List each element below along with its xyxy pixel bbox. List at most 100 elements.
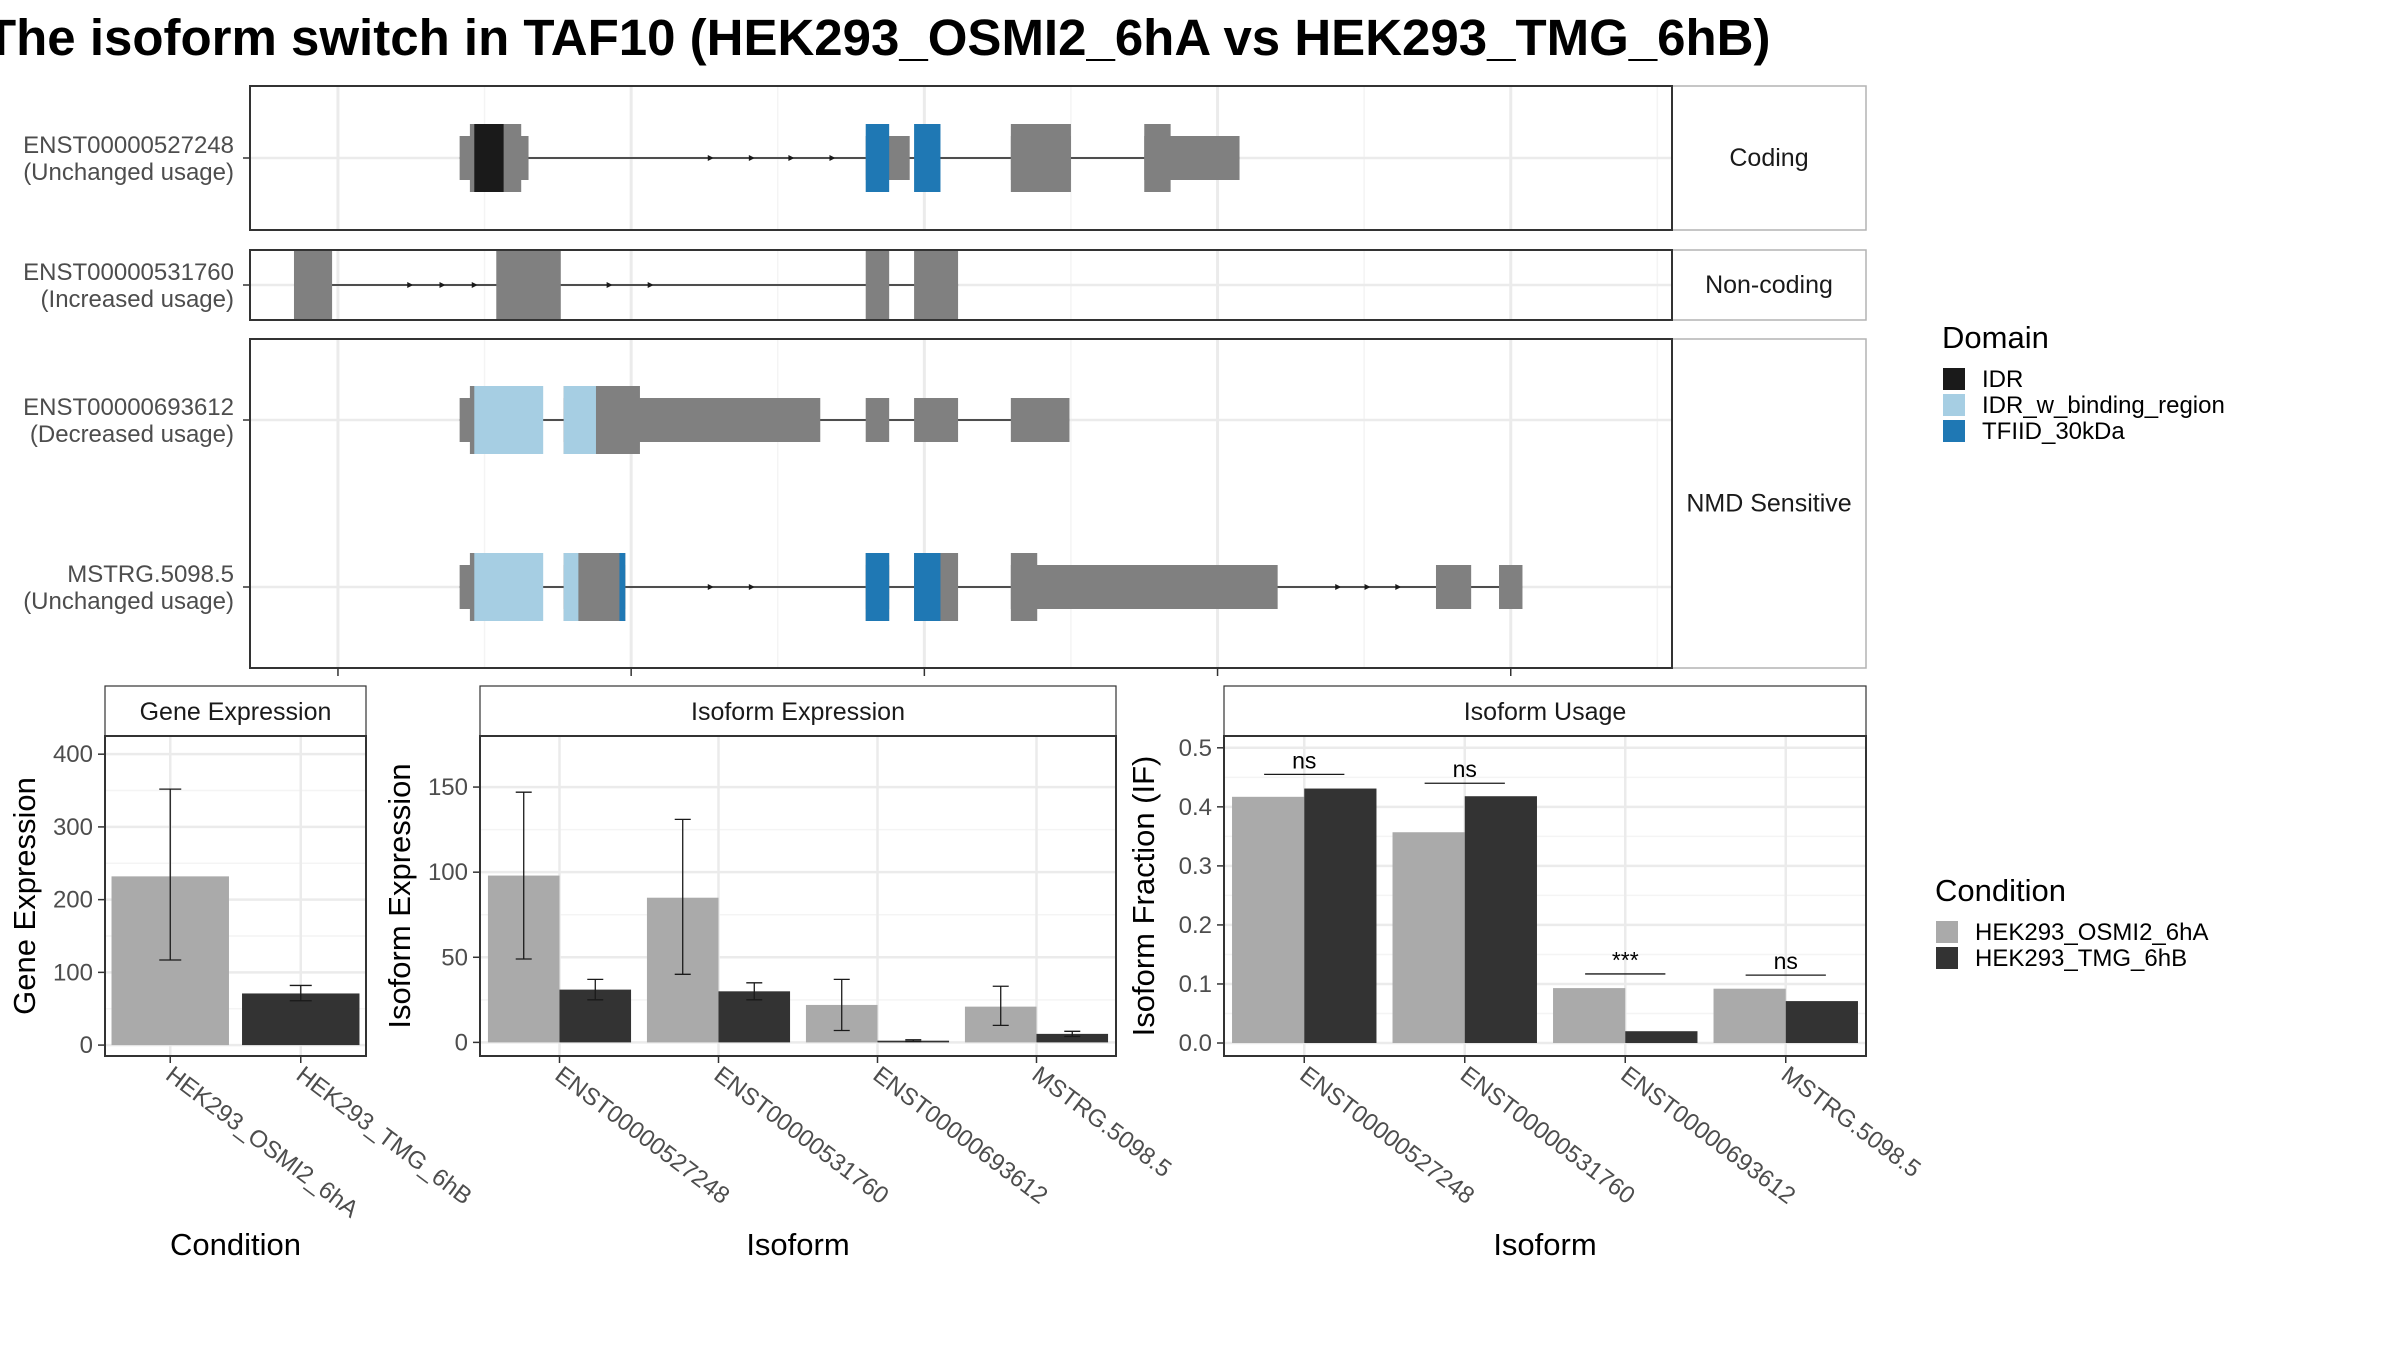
x-tick-label: ENST00000531760: [1455, 1061, 1640, 1209]
intron-arrow: [606, 282, 613, 288]
panel-border: [479, 735, 1117, 1057]
exon-block: [293, 251, 333, 319]
isoform-status-label: (Unchanged usage): [23, 159, 234, 186]
expression-panels: Gene Expression0100200300400HEK293_OSMI2…: [7, 685, 1926, 1262]
legend-title: Condition: [1935, 873, 2066, 908]
panel-strip-label: Gene Expression: [140, 698, 332, 726]
legend-swatch: [1943, 394, 1965, 416]
y-tick-label: 100: [53, 959, 93, 986]
isoform-track-MSTRG.5098.5: MSTRG.5098.5(Unchanged usage): [23, 553, 1523, 621]
structure-group-1: Non-coding ENST00000531760(Increased usag…: [23, 249, 1867, 321]
domain-idr-w-binding-region: [563, 553, 579, 621]
isoform-track-ENST00000693612: ENST00000693612(Decreased usage): [23, 386, 1070, 454]
domain-tfiid-30kda: [865, 124, 890, 192]
panel-strip: [1223, 685, 1867, 737]
structure-group-2: NMD Sensitive ENST00000693612(Decreased u…: [23, 338, 1867, 669]
isoform-status-label: (Increased usage): [41, 286, 234, 313]
facet-label: NMD Sensitive: [1686, 490, 1851, 518]
domain-idr: [474, 124, 504, 192]
intron-arrow: [1335, 584, 1342, 590]
x-tick-label: ENST00000527248: [550, 1061, 735, 1209]
isoform-track-ENST00000531760: ENST00000531760(Increased usage): [23, 251, 959, 319]
intron-arrow: [748, 155, 755, 161]
bar: [1625, 1031, 1698, 1044]
domain-idr-w-binding-region: [474, 553, 544, 621]
exon-block: [1435, 565, 1472, 609]
domain-tfiid-30kda: [914, 553, 941, 621]
isoform-track-ENST00000527248: ENST00000527248(Unchanged usage): [23, 124, 1240, 192]
isoform-id-label: MSTRG.5098.5: [67, 561, 234, 588]
y-tick-label: 0.3: [1179, 853, 1212, 880]
isoform-id-label: ENST00000527248: [23, 132, 234, 159]
isoform-id-label: ENST00000693612: [23, 394, 234, 421]
facet-strip: [1671, 338, 1867, 669]
intron-arrow: [439, 282, 446, 288]
bar: [1036, 1033, 1109, 1043]
domain-tfiid-30kda: [619, 553, 626, 621]
legend-label: HEK293_OSMI2_6hA: [1975, 919, 2208, 946]
bar: [1713, 988, 1786, 1044]
exon-block: [865, 251, 890, 319]
bar: [1464, 796, 1537, 1044]
intron-arrow: [1395, 584, 1402, 590]
significance-label: ns: [1774, 948, 1798, 974]
exon-block: [914, 251, 959, 319]
significance-label: ns: [1453, 756, 1477, 782]
exon-block: [1010, 565, 1278, 609]
bar: [1392, 832, 1465, 1044]
intron-arrow: [748, 584, 755, 590]
x-axis-title: Isoform: [746, 1227, 849, 1262]
y-tick-label: 0.4: [1179, 794, 1212, 821]
y-tick-label: 0.1: [1179, 971, 1212, 998]
legend-swatch: [1943, 368, 1965, 390]
panel-strip-label: Isoform Usage: [1464, 698, 1627, 726]
legend-swatch: [1936, 947, 1958, 969]
legend-title: Domain: [1942, 320, 2049, 355]
bar-panel-1: Isoform Expression 0 50 100 150 ENST000005272…: [382, 685, 1176, 1262]
x-axis-title: Isoform: [1493, 1227, 1596, 1262]
legend-label: IDR_w_binding_region: [1982, 392, 2225, 419]
figure-title: The isoform switch in TAF10 (HEK293_OSMI…: [0, 9, 1770, 66]
x-tick-label: ENST00000693612: [1616, 1061, 1801, 1209]
isoform-status-label: (Decreased usage): [30, 421, 234, 448]
legend-swatch: [1943, 420, 1965, 442]
panel-border: [249, 338, 1673, 669]
structure-group-0: Coding ENST00000527248(Unchanged usage): [23, 85, 1867, 231]
domain-tfiid-30kda: [914, 124, 941, 192]
bar: [1785, 1001, 1858, 1044]
panel-border: [1223, 735, 1867, 1057]
x-tick-label: ENST00000527248: [1295, 1061, 1480, 1209]
x-tick-label: ENST00000531760: [709, 1061, 894, 1209]
y-axis-title: Isoform Expression: [382, 763, 417, 1028]
y-tick-label: 400: [53, 741, 93, 768]
y-tick-label: 50: [441, 944, 468, 971]
y-tick-label: 0: [80, 1032, 93, 1059]
y-tick-label: 300: [53, 814, 93, 841]
facet-strip: [1671, 85, 1867, 231]
cds-block: [1010, 553, 1038, 621]
y-tick-label: 0: [455, 1029, 468, 1056]
intron-arrow: [471, 282, 478, 288]
cds-block: [1144, 124, 1171, 192]
significance-label: ***: [1612, 947, 1639, 973]
legend-label: HEK293_TMG_6hB: [1975, 945, 2187, 972]
legend-label: IDR: [1982, 366, 2023, 393]
legend-swatch: [1936, 921, 1958, 943]
x-tick-label: ENST00000693612: [868, 1061, 1053, 1209]
bar: [1553, 988, 1626, 1044]
intron-arrow: [647, 282, 654, 288]
facet-strip: [1671, 249, 1867, 321]
bar: [1304, 788, 1377, 1044]
bar-panel-2: Isoform Usage 0.0 0.1 0.2 0.3 0.4 0.5 ns ns *** ns…: [1126, 685, 1926, 1262]
x-axis-title: Condition: [170, 1227, 301, 1262]
legend-label: TFIID_30kDa: [1982, 418, 2125, 445]
bar: [242, 993, 360, 1046]
panel-border: [104, 735, 367, 1057]
intron-arrow: [788, 155, 795, 161]
significance-label: ns: [1292, 747, 1316, 773]
x-tick-label: MSTRG.5098.5: [1027, 1061, 1176, 1183]
isoform-status-label: (Unchanged usage): [23, 588, 234, 615]
